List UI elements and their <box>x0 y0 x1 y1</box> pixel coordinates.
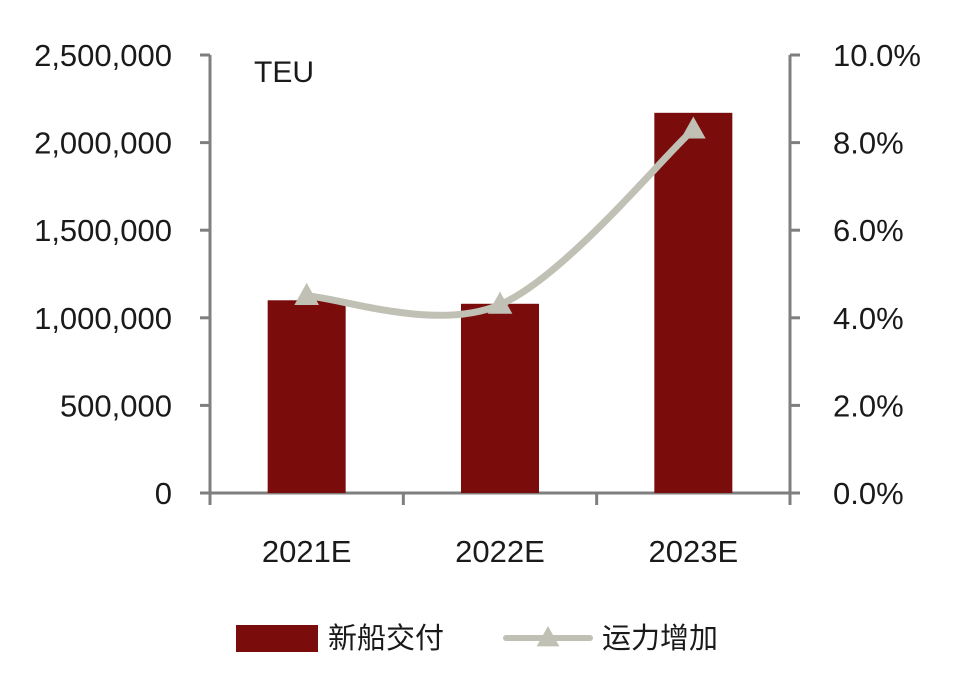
left-tick-label: 500,000 <box>60 388 172 423</box>
left-tick-label: 1,000,000 <box>34 301 172 336</box>
left-tick-label: 1,500,000 <box>34 213 172 248</box>
left-tick-label: 0 <box>155 476 172 511</box>
legend-label-bar: 新船交付 <box>328 621 444 655</box>
x-tick-label: 2023E <box>649 534 739 569</box>
left-tick-label: 2,500,000 <box>34 38 172 73</box>
right-tick-label: 10.0% <box>833 38 921 73</box>
x-tick-label: 2022E <box>455 534 545 569</box>
x-axis-ticks: 2021E 2022E 2023E <box>208 493 792 569</box>
right-tick-label: 2.0% <box>833 388 904 423</box>
line-point <box>487 291 513 314</box>
legend-swatch-bar <box>236 625 318 652</box>
bar <box>654 112 733 493</box>
right-axis-ticks: 0.0% 2.0% 4.0% 6.0% 8.0% 10.0% <box>790 38 921 511</box>
bar <box>267 300 346 493</box>
right-tick-label: 6.0% <box>833 213 904 248</box>
bar <box>461 303 539 493</box>
right-tick-label: 8.0% <box>833 126 904 161</box>
right-tick-label: 4.0% <box>833 301 904 336</box>
x-tick-label: 2021E <box>262 534 352 569</box>
line-series <box>294 116 706 319</box>
left-tick-label: 2,000,000 <box>34 126 172 161</box>
unit-label: TEU <box>254 56 314 89</box>
left-axis-ticks: 0 500,000 1,000,000 1,500,000 2,000,000 2,500… <box>34 38 210 511</box>
legend: 新船交付 运力增加 <box>236 621 718 655</box>
line-path <box>303 125 697 319</box>
legend-label-line: 运力增加 <box>602 621 718 655</box>
line-point <box>294 282 320 305</box>
legend-marker-triangle <box>536 626 560 647</box>
right-tick-label: 0.0% <box>833 476 904 511</box>
bar-series <box>267 112 733 493</box>
line-point <box>680 116 706 139</box>
